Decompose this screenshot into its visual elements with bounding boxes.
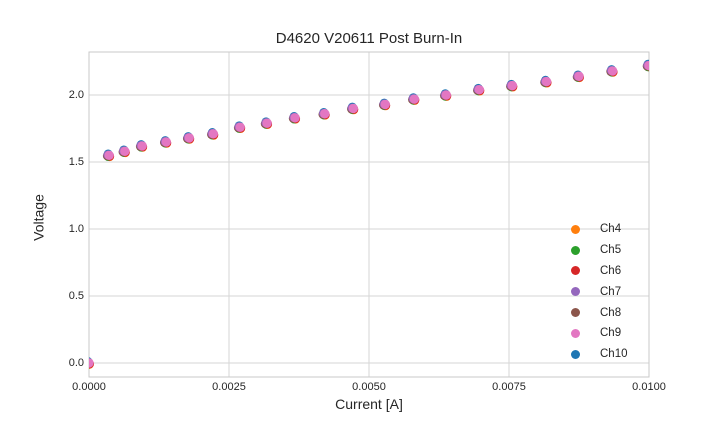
data-point-ch9 xyxy=(574,71,584,81)
legend-marker-icon xyxy=(571,328,580,338)
y-tick-label: 1.0 xyxy=(68,223,84,235)
data-point-ch9 xyxy=(348,103,359,114)
y-axis-title: Voltage xyxy=(30,194,47,241)
data-point-ch9 xyxy=(184,133,194,143)
data-point-ch9 xyxy=(137,141,147,151)
data-point-ch9 xyxy=(541,76,552,87)
x-tick-label: 0.0100 xyxy=(632,381,666,393)
data-point-ch9 xyxy=(89,358,94,368)
chart-title: D4620 V20611 Post Burn-In xyxy=(275,30,463,47)
data-point-ch9 xyxy=(409,94,420,104)
data-point-ch9 xyxy=(380,99,390,110)
legend-marker-icon xyxy=(571,349,580,359)
data-point-ch9 xyxy=(644,60,649,71)
legend: Ch4 Ch5 Ch6 Ch7 Ch8 Ch9 Ch10 xyxy=(571,219,628,365)
legend-label: Ch4 xyxy=(600,223,622,236)
x-tick-label: 0.0025 xyxy=(212,381,246,393)
legend-label: Ch9 xyxy=(600,327,622,340)
x-tick-label: 0.0050 xyxy=(352,381,386,393)
data-point-ch9 xyxy=(441,90,451,100)
data-point-ch9 xyxy=(120,146,130,156)
x-axis-title: Current [A] xyxy=(335,396,403,412)
x-tick-label: 0.0000 xyxy=(72,381,106,393)
legend-label: Ch6 xyxy=(600,264,622,277)
legend-item-ch9: Ch9 xyxy=(571,323,628,344)
legend-item-ch8: Ch8 xyxy=(571,302,628,323)
y-tick-label: 0.5 xyxy=(68,290,84,302)
legend-item-ch4: Ch4 xyxy=(571,219,628,240)
legend-marker-icon xyxy=(571,245,580,255)
legend-item-ch5: Ch5 xyxy=(571,240,628,261)
legend-label: Ch8 xyxy=(600,306,622,319)
legend-marker-icon xyxy=(571,308,580,318)
data-point-ch9 xyxy=(262,118,272,128)
legend-marker-icon xyxy=(571,266,580,276)
data-point-ch9 xyxy=(104,150,114,160)
data-point-ch9 xyxy=(235,122,245,132)
data-point-ch9 xyxy=(474,84,485,95)
data-point-ch9 xyxy=(208,129,219,139)
data-point-ch9 xyxy=(320,109,330,119)
legend-label: Ch10 xyxy=(600,348,628,361)
legend-item-ch7: Ch7 xyxy=(571,281,628,302)
legend-item-ch10: Ch10 xyxy=(571,344,628,365)
x-tick-label: 0.0075 xyxy=(492,381,526,393)
data-point-ch9 xyxy=(607,66,618,76)
legend-label: Ch7 xyxy=(600,285,622,298)
y-tick-label: 0.0 xyxy=(68,357,84,369)
legend-item-ch6: Ch6 xyxy=(571,261,628,282)
data-point-ch9 xyxy=(161,137,171,147)
legend-label: Ch5 xyxy=(600,244,622,257)
legend-marker-icon xyxy=(571,287,580,297)
y-tick-label: 1.5 xyxy=(68,156,84,168)
y-tick-label: 2.0 xyxy=(68,89,84,101)
legend-marker-icon xyxy=(571,224,580,234)
data-point-ch9 xyxy=(507,80,518,91)
data-point-ch9 xyxy=(290,113,300,123)
